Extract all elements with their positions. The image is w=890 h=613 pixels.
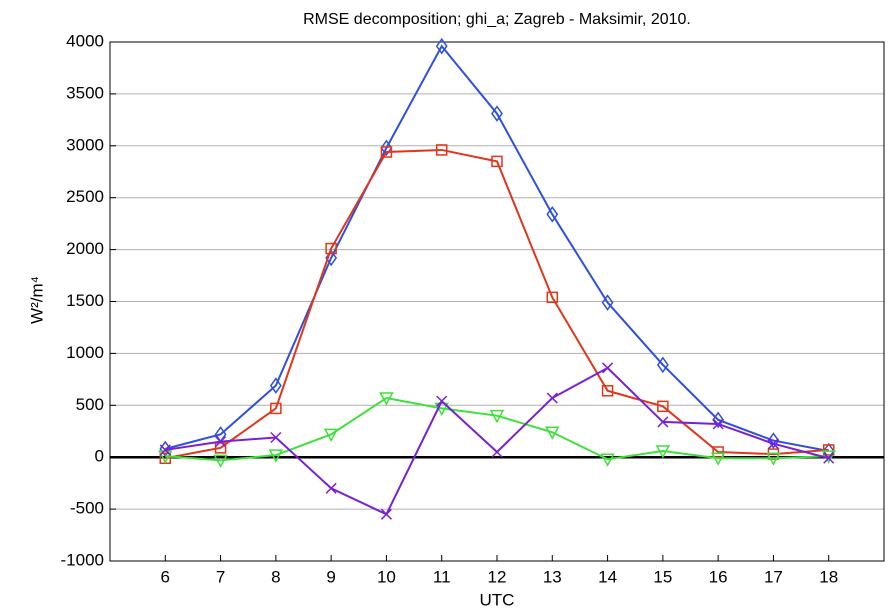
marker	[323, 428, 339, 442]
y-axis-label: W²/m⁴	[27, 276, 46, 324]
marker	[710, 452, 726, 466]
x-tick-label: 17	[764, 567, 783, 586]
marker	[657, 400, 669, 413]
x-tick-label: 14	[598, 567, 617, 586]
marker	[767, 432, 780, 449]
marker	[269, 377, 282, 394]
marker	[545, 426, 560, 440]
x-axis-label: UTC	[480, 590, 515, 609]
marker	[602, 362, 614, 374]
marker	[491, 105, 503, 122]
marker	[380, 146, 393, 158]
x-tick-label: 9	[326, 567, 335, 586]
y-tick-label: 0	[95, 447, 104, 466]
marker	[712, 446, 724, 458]
y-tick-label: 2000	[66, 239, 104, 258]
marker	[712, 411, 725, 429]
marker	[546, 206, 559, 223]
x-tick-label: 12	[488, 567, 507, 586]
x-tick-label: 13	[543, 567, 562, 586]
marker	[380, 139, 393, 157]
marker	[379, 392, 394, 406]
marker	[159, 444, 171, 456]
x-tick-label: 6	[161, 567, 170, 586]
x-tick-label: 8	[271, 567, 280, 586]
marker	[712, 418, 724, 430]
x-tick-label: 10	[377, 567, 396, 586]
marker	[766, 452, 781, 466]
y-tick-label: 500	[76, 395, 104, 414]
x-tick-label: 7	[216, 567, 225, 586]
marker	[325, 242, 337, 255]
marker	[380, 508, 392, 520]
marker	[657, 416, 669, 428]
x-tick-label: 11	[433, 567, 451, 586]
marker	[325, 482, 337, 494]
y-tick-label: 1500	[66, 291, 104, 310]
marker	[268, 449, 284, 463]
marker	[546, 291, 559, 304]
x-tick-label: 15	[653, 567, 672, 586]
marker	[435, 144, 448, 156]
marker	[822, 444, 835, 456]
y-tick-label: 3000	[66, 135, 104, 154]
marker	[823, 452, 835, 464]
marker	[489, 409, 505, 424]
marker	[215, 436, 227, 448]
marker	[656, 356, 669, 374]
marker	[270, 402, 282, 415]
marker	[214, 442, 227, 454]
chart-title: RMSE decomposition; ghi_a; Zagreb - Maks…	[303, 11, 691, 28]
marker	[601, 385, 614, 397]
x-tick-label: 16	[709, 567, 728, 586]
marker	[435, 37, 448, 55]
series-line	[165, 148, 829, 460]
marker	[767, 438, 779, 450]
y-tick-label: 2500	[66, 187, 104, 206]
y-tick-label: 1000	[66, 343, 104, 362]
marker	[491, 155, 503, 168]
marker	[546, 392, 558, 404]
y-tick-label: -1000	[61, 550, 104, 569]
marker	[601, 294, 614, 311]
marker	[600, 453, 615, 467]
marker	[655, 445, 671, 459]
y-tick-label: 4000	[66, 31, 104, 50]
marker	[213, 454, 228, 468]
marker	[270, 431, 282, 444]
marker	[436, 395, 448, 407]
marker	[158, 450, 173, 464]
plot-frame	[109, 41, 885, 562]
y-tick-label: 3500	[66, 83, 104, 102]
x-tick-label: 18	[819, 567, 838, 586]
series-line	[165, 44, 829, 452]
marker	[491, 446, 503, 458]
series-line	[165, 396, 829, 462]
y-tick-label: -500	[70, 499, 104, 518]
